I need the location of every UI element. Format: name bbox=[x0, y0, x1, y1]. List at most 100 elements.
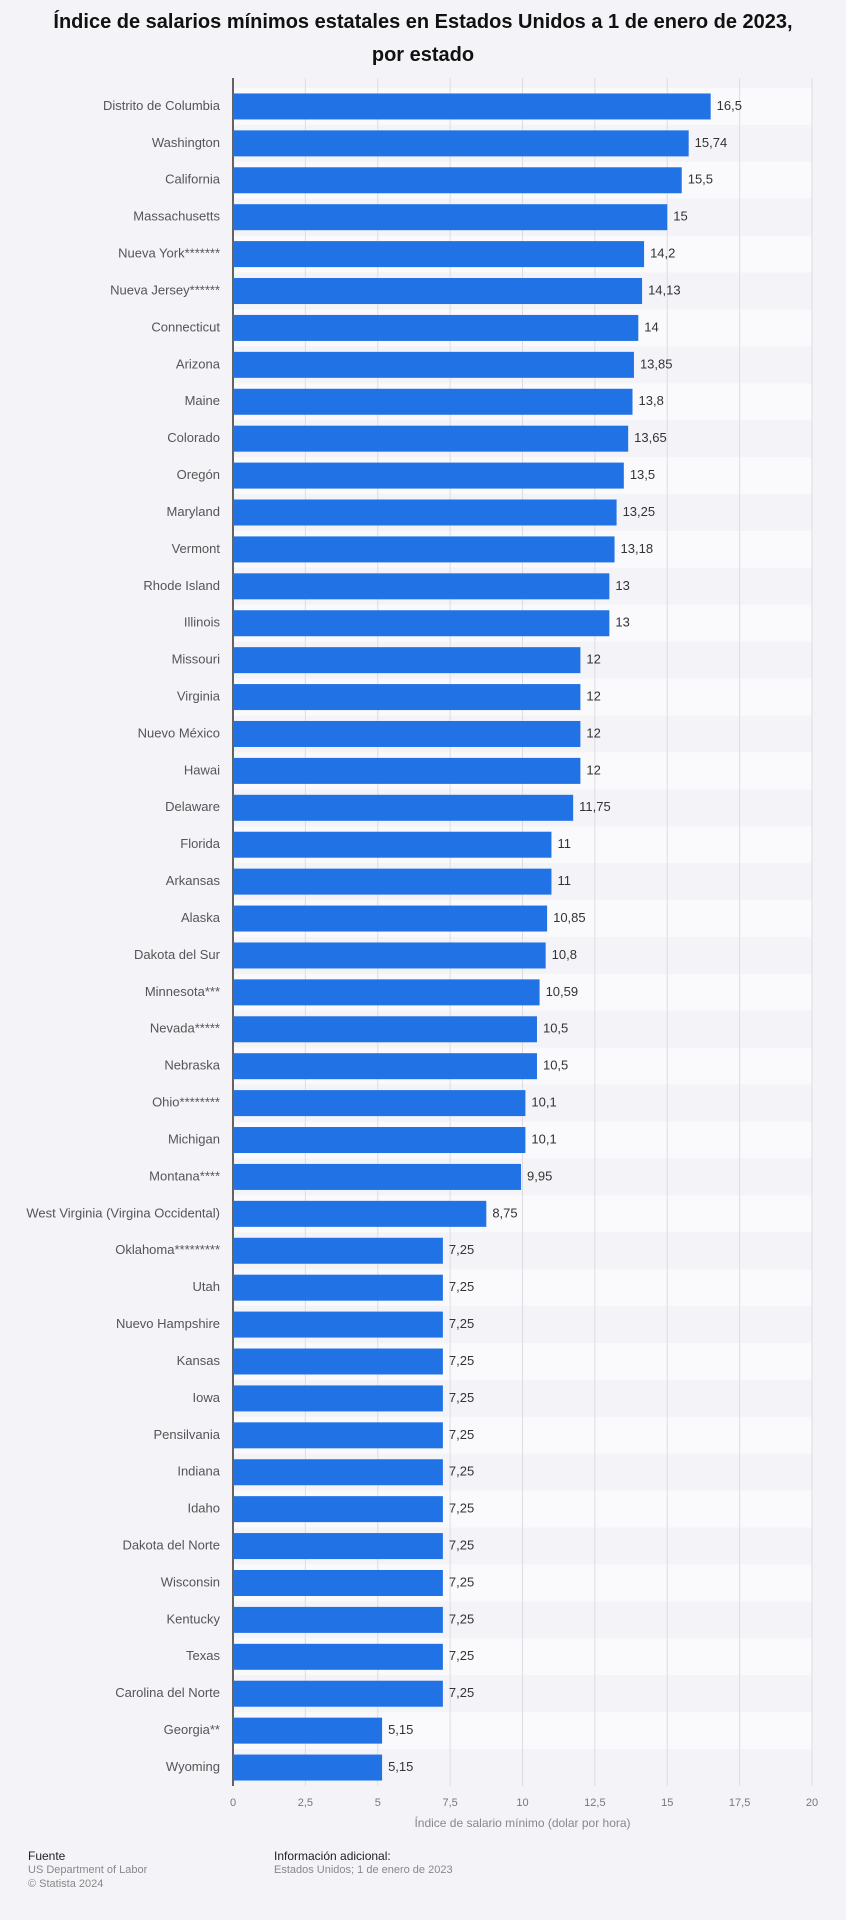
value-label: 7,25 bbox=[449, 1316, 474, 1331]
value-label: 10,1 bbox=[531, 1095, 556, 1110]
chart-title: Índice de salarios mínimos estatales en … bbox=[53, 11, 793, 66]
value-label: 11 bbox=[557, 873, 571, 888]
value-label: 7,25 bbox=[449, 1648, 474, 1663]
value-label: 14,13 bbox=[648, 282, 681, 297]
y-tick-label: Maryland bbox=[167, 504, 220, 519]
bar bbox=[233, 720, 581, 747]
y-tick-label: Delaware bbox=[165, 799, 220, 814]
bar bbox=[233, 831, 552, 858]
bar bbox=[233, 1163, 522, 1190]
y-tick-label: Texas bbox=[186, 1648, 220, 1663]
value-label: 7,25 bbox=[449, 1464, 474, 1479]
y-tick-label: Maine bbox=[185, 393, 220, 408]
y-tick-label: Oklahoma********* bbox=[115, 1242, 220, 1257]
y-tick-label: West Virginia (Virgina Occidental) bbox=[26, 1205, 220, 1220]
bar bbox=[233, 278, 643, 305]
bar bbox=[233, 204, 668, 231]
value-label: 10,1 bbox=[531, 1131, 556, 1146]
x-tick-label: 20 bbox=[806, 1797, 818, 1809]
info-block: Información adicional: Estados Unidos; 1… bbox=[274, 1849, 453, 1877]
value-label: 8,75 bbox=[492, 1205, 517, 1220]
y-tick-label: Indiana bbox=[177, 1464, 220, 1479]
value-label: 7,25 bbox=[449, 1242, 474, 1257]
x-axis-title: Índice de salario mínimo (dolar por hora… bbox=[414, 1815, 630, 1830]
y-tick-label: Carolina del Norte bbox=[115, 1685, 220, 1700]
bar bbox=[233, 979, 540, 1006]
value-label: 13,8 bbox=[639, 393, 664, 408]
bar bbox=[233, 868, 552, 895]
bar bbox=[233, 1533, 443, 1560]
bar bbox=[233, 351, 634, 378]
bar bbox=[233, 684, 581, 711]
bar bbox=[233, 1348, 443, 1375]
value-label: 10,85 bbox=[553, 910, 586, 925]
bar bbox=[233, 1200, 487, 1227]
bar bbox=[233, 1459, 443, 1486]
value-label: 13 bbox=[615, 615, 629, 630]
value-label: 5,15 bbox=[388, 1759, 413, 1774]
info-heading: Información adicional: bbox=[274, 1849, 391, 1863]
y-tick-label: Nuevo México bbox=[138, 725, 220, 740]
bar bbox=[233, 1606, 443, 1633]
y-tick-label: Kansas bbox=[177, 1353, 221, 1368]
value-label: 14 bbox=[644, 319, 658, 334]
bar bbox=[233, 1496, 443, 1523]
y-tick-label: Virginia bbox=[177, 689, 221, 704]
bar bbox=[233, 241, 645, 268]
bar bbox=[233, 1385, 443, 1412]
bar bbox=[233, 1422, 443, 1449]
value-label: 7,25 bbox=[449, 1501, 474, 1516]
y-tick-label: Oregón bbox=[177, 467, 220, 482]
y-tick-label: Florida bbox=[180, 836, 221, 851]
value-label: 7,25 bbox=[449, 1353, 474, 1368]
bar bbox=[233, 1274, 443, 1301]
y-tick-label: Connecticut bbox=[151, 319, 220, 334]
bar bbox=[233, 905, 548, 932]
value-label: 16,5 bbox=[717, 98, 742, 113]
y-tick-label: Wyoming bbox=[166, 1759, 220, 1774]
y-tick-label: Wisconsin bbox=[161, 1574, 220, 1589]
y-tick-label: Michigan bbox=[168, 1131, 220, 1146]
value-label: 10,5 bbox=[543, 1021, 568, 1036]
x-tick-label: 0 bbox=[230, 1797, 236, 1809]
value-label: 15 bbox=[673, 209, 687, 224]
value-label: 12 bbox=[586, 762, 600, 777]
value-label: 13,18 bbox=[621, 541, 654, 556]
y-tick-label: Dakota del Sur bbox=[134, 947, 221, 962]
bar bbox=[233, 1754, 383, 1781]
y-tick-label: Minnesota*** bbox=[145, 984, 220, 999]
value-label: 7,25 bbox=[449, 1427, 474, 1442]
bar bbox=[233, 1053, 537, 1080]
y-tick-label: Alaska bbox=[181, 910, 221, 925]
value-label: 7,25 bbox=[449, 1538, 474, 1553]
info: Estados Unidos; 1 de enero de 2023 bbox=[274, 1864, 453, 1876]
value-label: 7,25 bbox=[449, 1685, 474, 1700]
source-heading: Fuente bbox=[28, 1849, 66, 1863]
x-tick-label: 7,5 bbox=[442, 1797, 457, 1809]
bar bbox=[233, 610, 610, 637]
value-label: 12 bbox=[586, 652, 600, 667]
value-label: 13,85 bbox=[640, 356, 673, 371]
value-label: 15,74 bbox=[695, 135, 728, 150]
y-tick-label: Nueva Jersey****** bbox=[110, 282, 220, 297]
bar bbox=[233, 130, 689, 157]
y-tick-label: Arkansas bbox=[166, 873, 221, 888]
x-tick-label: 5 bbox=[375, 1797, 381, 1809]
x-tick-label: 10 bbox=[516, 1797, 528, 1809]
bar bbox=[233, 1717, 383, 1744]
y-tick-label: Pensilvania bbox=[154, 1427, 221, 1442]
y-tick-label: Missouri bbox=[172, 652, 221, 667]
bar bbox=[233, 757, 581, 784]
y-tick-label: Hawai bbox=[184, 762, 220, 777]
value-label: 13,5 bbox=[630, 467, 655, 482]
bar bbox=[233, 93, 711, 120]
value-label: 10,8 bbox=[552, 947, 577, 962]
source: US Department of Labor bbox=[28, 1864, 148, 1876]
value-label: 7,25 bbox=[449, 1574, 474, 1589]
y-tick-label: Colorado bbox=[167, 430, 220, 445]
y-tick-label: Nueva York******* bbox=[118, 246, 220, 261]
y-tick-label: Kentucky bbox=[167, 1611, 221, 1626]
y-tick-label: Vermont bbox=[172, 541, 221, 556]
